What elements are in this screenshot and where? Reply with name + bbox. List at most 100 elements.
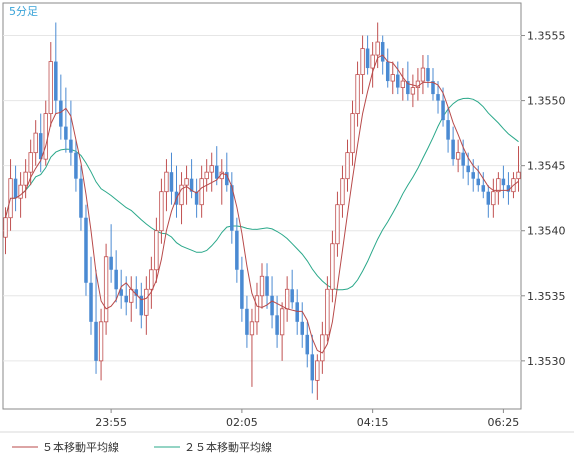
candle-body bbox=[3, 217, 8, 238]
candle-body bbox=[13, 178, 18, 199]
candle bbox=[355, 61, 360, 127]
candle-body bbox=[69, 139, 73, 153]
candle bbox=[139, 282, 144, 329]
candle-body bbox=[249, 321, 255, 336]
candle bbox=[375, 22, 380, 69]
candle bbox=[64, 87, 68, 153]
candle-body bbox=[471, 172, 475, 179]
candle bbox=[3, 207, 8, 255]
legend: ５本移動平均線 ２５本移動平均線 bbox=[12, 440, 272, 454]
candle-body bbox=[240, 269, 244, 309]
candle bbox=[315, 354, 320, 400]
candle-body bbox=[451, 139, 455, 160]
candle-body bbox=[431, 81, 435, 95]
candle bbox=[74, 139, 78, 192]
candle bbox=[420, 55, 426, 95]
candle-body bbox=[64, 126, 68, 140]
candle bbox=[245, 295, 249, 348]
candle-body bbox=[461, 152, 465, 166]
candle-body bbox=[84, 217, 88, 283]
candle bbox=[400, 68, 405, 101]
x-tick-label: 04:15 bbox=[357, 416, 389, 429]
candle-body bbox=[420, 67, 426, 82]
candle-body bbox=[109, 256, 113, 270]
candle bbox=[144, 276, 149, 335]
candle bbox=[275, 295, 279, 348]
candle bbox=[491, 178, 496, 218]
candle-body bbox=[335, 204, 340, 245]
candle-body bbox=[124, 295, 128, 303]
candle-body bbox=[119, 289, 123, 296]
candle bbox=[290, 269, 294, 309]
candle bbox=[516, 146, 521, 192]
candle bbox=[295, 289, 299, 335]
candle bbox=[240, 256, 244, 322]
candle bbox=[265, 263, 269, 309]
candle-body bbox=[199, 178, 204, 206]
candle-body bbox=[275, 315, 279, 335]
candle-body bbox=[79, 178, 83, 218]
candle bbox=[310, 334, 315, 394]
candle-body bbox=[305, 334, 310, 355]
candle bbox=[330, 230, 335, 303]
candle-body bbox=[270, 295, 274, 316]
candle-body bbox=[476, 178, 481, 186]
ma25-line bbox=[5, 97, 519, 291]
candle-body bbox=[516, 171, 521, 180]
candle-body bbox=[103, 256, 109, 323]
candle bbox=[159, 178, 164, 244]
candle-body bbox=[230, 185, 234, 231]
candle bbox=[89, 256, 93, 335]
candle-body bbox=[290, 289, 294, 303]
candle-body bbox=[496, 178, 501, 193]
candle-body bbox=[114, 269, 118, 290]
x-tick-label: 06:25 bbox=[488, 416, 520, 429]
candle-body bbox=[134, 289, 139, 296]
y-tick-label: 1.3555 bbox=[527, 30, 566, 43]
candle bbox=[259, 263, 265, 309]
candle-body bbox=[375, 41, 380, 56]
candle-body bbox=[23, 171, 28, 186]
candle-body bbox=[330, 243, 335, 290]
y-axis: 1.3530 1.3535 1.3540 1.3545 1.3550 1.3555 bbox=[521, 30, 566, 368]
candle bbox=[48, 42, 53, 127]
candle bbox=[225, 152, 229, 192]
candle-body bbox=[455, 152, 461, 160]
candle-body bbox=[98, 321, 104, 362]
candle-body bbox=[481, 185, 486, 192]
candle-body bbox=[350, 113, 355, 154]
candle bbox=[23, 159, 28, 199]
candle-body bbox=[159, 191, 164, 232]
candle bbox=[109, 224, 113, 283]
candle bbox=[119, 269, 123, 309]
candle bbox=[114, 250, 118, 303]
candle bbox=[279, 302, 285, 361]
candle-body bbox=[149, 269, 154, 290]
candle bbox=[154, 217, 159, 283]
candle-body bbox=[396, 74, 400, 88]
ma5-layer bbox=[5, 54, 519, 354]
candle-body bbox=[94, 321, 98, 361]
candle bbox=[84, 204, 88, 296]
candle-body bbox=[390, 74, 395, 82]
ma25-layer bbox=[5, 97, 519, 291]
candle-body bbox=[54, 61, 58, 101]
candle bbox=[254, 282, 260, 335]
candle bbox=[345, 139, 350, 192]
candle bbox=[189, 159, 194, 199]
candle-body bbox=[315, 360, 320, 381]
candle-body bbox=[43, 113, 48, 160]
candle-body bbox=[184, 178, 189, 186]
candle bbox=[235, 217, 239, 283]
candle bbox=[134, 276, 139, 309]
candle bbox=[79, 165, 83, 231]
candle bbox=[164, 159, 169, 212]
candle-body bbox=[325, 288, 330, 336]
ma5-line bbox=[5, 54, 519, 354]
candle bbox=[94, 269, 98, 374]
candle-body bbox=[265, 276, 269, 296]
candle bbox=[54, 22, 58, 114]
candle-body bbox=[360, 48, 365, 75]
